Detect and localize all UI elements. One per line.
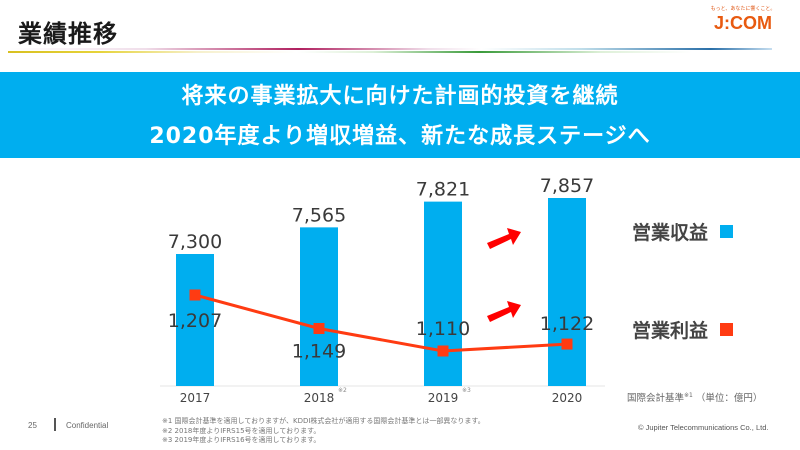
x-tick-note-2019: ※3 (462, 387, 471, 394)
logo-mark: J:COM (714, 13, 772, 33)
page-number: 25 (28, 421, 37, 430)
performance-chart: 7,300 7,565 7,821 7,857 1,207 1,149 1,110 1,12… (160, 175, 605, 405)
footer-separator (54, 418, 56, 431)
footnote-2: ※2 2018年度よりIFRS15号を適用しております。 (162, 426, 321, 435)
revenue-label-2017: 7,300 (168, 231, 222, 253)
page-title: 業績推移 (18, 20, 118, 48)
operating-profit-line (194, 293, 568, 353)
header-divider-upper (8, 48, 772, 50)
legend-label-operating-profit: 営業利益 (632, 320, 709, 342)
legend-item-operating-profit: 営業利益 (632, 316, 734, 343)
footnote-3: ※3 2019年度よりIFRS16号を適用しております。 (162, 436, 321, 444)
banner-line-2: 2020年度より増収増益、新たな成長ステージへ (149, 124, 651, 149)
unit-note-footnote-ref: ※1 (684, 391, 693, 399)
footnotes: ※1 国際会計基準を適用しておりますが、KDDI株式会社が適用する国際会計基準と… (162, 417, 485, 446)
growth-arrow-revenue-icon (487, 228, 521, 249)
operating-profit-label-2020: 1,122 (540, 313, 594, 335)
unit-note-standard: 国際会計基準 (627, 393, 685, 404)
header-divider-lower (8, 51, 768, 53)
banner-line-1: 将来の事業拡大に向けた計画的投資を継続 (181, 84, 619, 109)
legend-swatch-revenue (720, 225, 734, 238)
unit-note: 国際会計基準※1 （単位：億円） (627, 390, 762, 404)
legend-swatch-operating-profit (720, 323, 734, 336)
revenue-bar-2019 (424, 201, 462, 386)
x-tick-2019: 2019 (428, 391, 459, 405)
headline-banner: 将来の事業拡大に向けた計画的投資を継続 2020年度より増収増益、新たな成長ステ… (0, 72, 800, 158)
confidential-label: Confidential (66, 421, 109, 430)
logo-tagline: もっと、あなたに響くこと。 (710, 6, 776, 12)
revenue-bar-2020 (548, 198, 586, 386)
revenue-label-2020: 7,857 (540, 175, 594, 197)
operating-profit-label-2019: 1,110 (416, 318, 470, 340)
revenue-label-2019: 7,821 (416, 179, 470, 201)
revenue-label-2018: 7,565 (292, 204, 346, 226)
revenue-bar-2018 (300, 227, 338, 386)
x-tick-2018: 2018 (304, 391, 335, 405)
operating-profit-marker-2019 (437, 345, 449, 357)
x-tick-2017: 2017 (180, 391, 211, 405)
operating-profit-marker-2020 (561, 338, 573, 350)
revenue-bar-2017 (176, 254, 214, 386)
legend-label-revenue: 営業収益 (632, 222, 709, 244)
operating-profit-marker-2017 (189, 289, 201, 301)
operating-profit-label-2017: 1,207 (168, 310, 222, 332)
growth-arrow-profit-icon (487, 301, 521, 322)
jcom-logo: もっと、あなたに響くこと。 J:COM (708, 6, 778, 33)
copyright: © Jupiter Telecommunications Co., Ltd. (638, 423, 769, 432)
unit-note-unit: （単位：億円） (695, 393, 763, 404)
operating-profit-label-2018: 1,149 (292, 340, 346, 362)
x-tick-note-2018: ※2 (338, 387, 347, 394)
x-tick-2020: 2020 (552, 391, 583, 405)
operating-profit-marker-2018 (313, 322, 325, 334)
footnote-1: ※1 国際会計基準を適用しておりますが、KDDI株式会社が適用する国際会計基準と… (162, 417, 485, 425)
legend-item-revenue: 営業収益 (632, 218, 734, 245)
